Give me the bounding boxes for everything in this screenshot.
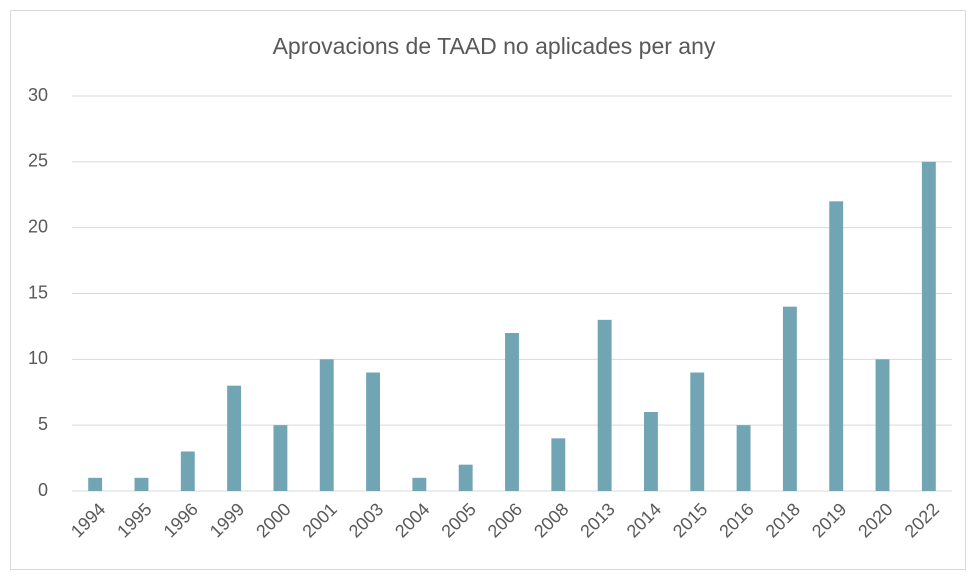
bar: [366, 372, 380, 491]
bar: [88, 477, 103, 491]
y-tick-label: 5: [38, 414, 48, 434]
y-tick-label: 0: [38, 480, 48, 500]
bar: [227, 385, 242, 491]
bar: [690, 372, 705, 491]
y-tick-label: 25: [28, 151, 48, 171]
bar: [736, 425, 751, 491]
bar: [551, 438, 566, 491]
y-tick-label: 10: [28, 348, 48, 368]
chart-border: [10, 10, 966, 570]
bar: [644, 412, 658, 491]
y-tick-label: 30: [28, 85, 48, 105]
y-tick-label: 15: [28, 282, 48, 302]
bar: [829, 201, 844, 492]
bar: [597, 319, 612, 491]
bar: [134, 477, 149, 491]
bar: [505, 333, 519, 491]
y-tick-label: 20: [28, 216, 48, 236]
bar: [921, 161, 936, 492]
bar: [319, 359, 334, 491]
bar: [412, 477, 427, 491]
bar: [782, 306, 797, 491]
chart-title: Aprovacions de TAAD no aplicades per any: [273, 33, 716, 59]
bar: [458, 464, 473, 491]
bar: [180, 451, 195, 491]
bar: [875, 359, 890, 491]
bar: [273, 425, 288, 491]
